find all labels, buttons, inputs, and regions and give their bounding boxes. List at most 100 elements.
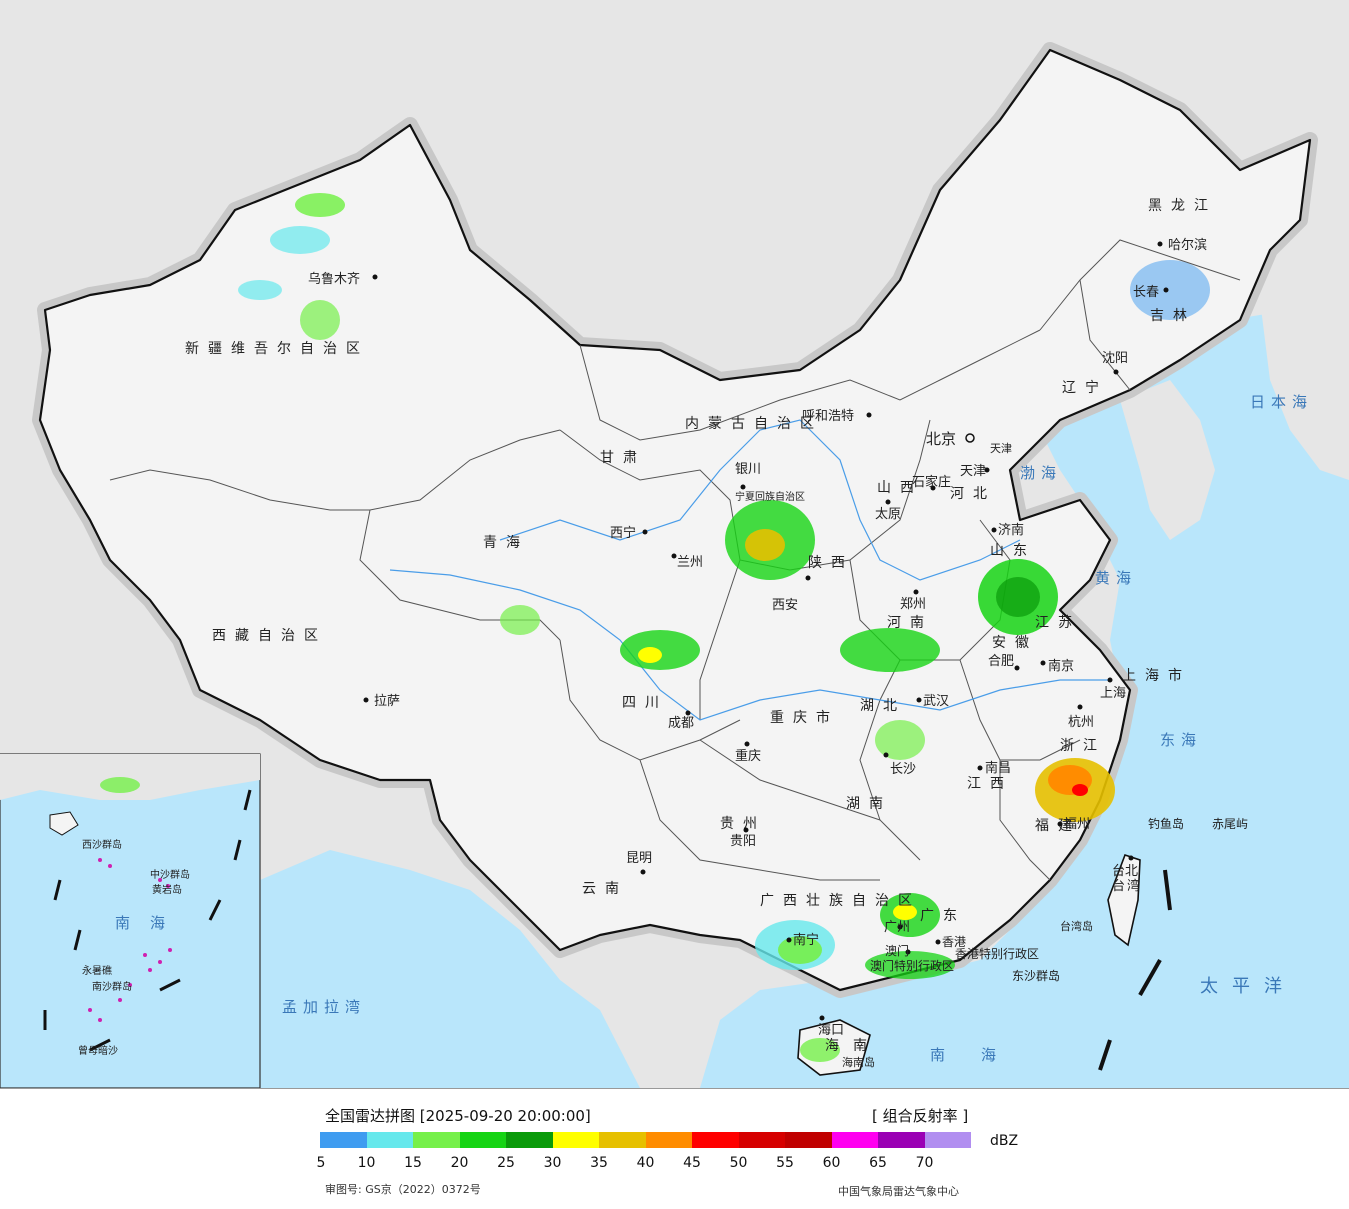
city-aomen: 澳门 <box>885 943 909 958</box>
city-hangzhou: 杭州 <box>1068 715 1094 730</box>
sea-huanghai: 黄海 <box>1095 569 1137 587</box>
province-hunan: 湖南 <box>846 796 892 812</box>
city-haikou: 海口 <box>818 1023 844 1038</box>
legend-swatch <box>831 1132 878 1148</box>
legend-swatch <box>366 1132 413 1148</box>
legend-swatch <box>878 1132 925 1148</box>
sea-labels: 渤海 黄海 东海 南海 日本海 太平洋 孟加拉湾 <box>282 393 1313 1064</box>
legend-tick-label: 20 <box>450 1155 469 1171</box>
legend-unit: dBZ <box>990 1133 1019 1149</box>
island-hainan: 海南岛 <box>842 1055 875 1069</box>
province-heilongjiang: 黑龙江 <box>1148 198 1217 214</box>
inset-zhongsha: 中沙群岛 <box>150 868 190 881</box>
city-zhengzhou: 郑州 <box>900 597 926 612</box>
province-hubei: 湖北 <box>860 698 906 714</box>
city-wulumuqi: 乌鲁木齐 <box>308 271 360 287</box>
legend-swatch <box>459 1132 506 1148</box>
legend-tick-label: 65 <box>869 1155 887 1171</box>
review-number: 审图号: GS京（2022）0372号 <box>325 1183 481 1196</box>
city-guiyang: 贵阳 <box>730 834 756 849</box>
city-haerbin: 哈尔滨 <box>1168 237 1207 253</box>
city-huhehaote: 呼和浩特 <box>802 409 854 424</box>
legend-tick-label: 50 <box>729 1155 748 1171</box>
city-xianggang: 香港 <box>942 935 966 949</box>
province-henan: 河南 <box>887 615 933 631</box>
city-nanchang: 南昌 <box>985 760 1011 776</box>
province-xinjiang: 新疆维吾尔自治区 <box>185 341 369 357</box>
legend-tick-label: 40 <box>636 1155 655 1171</box>
province-ningxia: 宁夏回族自治区 <box>735 490 805 503</box>
south-china-sea-inset: 西沙群岛 中沙群岛 黄岩岛 南沙群岛 永暑礁 曾母暗沙 南海 <box>0 753 261 1088</box>
taiwan-island <box>1107 853 1141 947</box>
maritime-boundary <box>1098 869 1172 1071</box>
island-diaoyu: 钓鱼岛 <box>1148 816 1184 831</box>
province-jiangxi: 江西 <box>967 776 1013 792</box>
province-jiangsu: 江苏 <box>1035 615 1081 631</box>
legend-product: [ 组合反射率 ] <box>872 1107 969 1125</box>
legend-tick-label: 35 <box>590 1155 608 1171</box>
sea-nanhai: 南海 <box>930 1046 1032 1064</box>
radar-echoes <box>238 193 1210 1062</box>
legend-tick-label: 55 <box>776 1155 794 1171</box>
legend-swatch <box>320 1132 367 1148</box>
province-anhui: 安徽 <box>992 635 1038 651</box>
legend-swatch <box>692 1132 739 1148</box>
city-lasa: 拉萨 <box>374 694 400 709</box>
province-liaoning: 辽宁 <box>1062 379 1108 396</box>
city-nanjing: 南京 <box>1048 658 1074 674</box>
legend-tick-label: 25 <box>497 1155 515 1171</box>
legend-tick-label: 15 <box>404 1155 422 1171</box>
province-sichuan: 四川 <box>622 695 668 711</box>
map-canvas: 新疆维吾尔自治区 西藏自治区 青海 甘肃 内蒙古自治区 黑龙江 吉林 辽宁 河北… <box>0 42 1349 1088</box>
province-qinghai: 青海 <box>483 535 529 551</box>
legend-title: 全国雷达拼图 [2025-09-20 20:00:00] <box>325 1107 591 1125</box>
province-borders <box>109 239 1241 881</box>
province-hebei: 河北 <box>950 486 996 502</box>
province-chongqing: 重庆市 <box>770 709 839 726</box>
sea-bohai: 渤海 <box>1020 464 1062 482</box>
legend-swatch <box>599 1132 646 1148</box>
province-guangxi: 广西壮族自治区 <box>760 893 921 909</box>
province-guangdong: 广东 <box>920 908 966 924</box>
sea-ribenhai: 日本海 <box>1250 393 1313 411</box>
rivers <box>389 419 1110 721</box>
legend-swatch <box>924 1132 971 1148</box>
city-taibei: 台北 <box>1112 864 1138 879</box>
korea-land <box>1120 380 1215 540</box>
province-jilin: 吉林 <box>1150 308 1196 324</box>
city-changchun: 长春 <box>1133 285 1159 300</box>
bay-of-bengal-region <box>260 850 640 1088</box>
city-hefei: 合肥 <box>988 654 1014 669</box>
province-shandong: 山东 <box>990 543 1036 559</box>
province-guizhou: 贵州 <box>720 816 766 832</box>
province-shanxi: 山西 <box>877 480 923 496</box>
inset-nansha: 南沙群岛 <box>92 980 132 993</box>
city-shijiazhuang: 石家庄 <box>912 474 951 490</box>
legend-color-bar <box>320 1132 971 1148</box>
legend-tick-label: 70 <box>915 1155 934 1171</box>
city-labels: 乌鲁木齐 拉萨 西宁 兰州 银川 呼和浩特 哈尔滨 长春 沈阳 北京 天津 石家… <box>308 237 1207 1038</box>
city-yinchuan: 银川 <box>735 462 761 477</box>
inset-yongshu: 永暑礁 <box>82 964 112 977</box>
inset-xisha: 西沙群岛 <box>82 838 122 851</box>
city-fuzhou: 福州 <box>1064 817 1090 832</box>
province-aomen: 澳门特别行政区 <box>870 958 954 973</box>
inset-zengmu: 曾母暗沙 <box>78 1044 118 1057</box>
city-chongqing: 重庆 <box>735 748 761 764</box>
legend-swatch <box>506 1132 553 1148</box>
city-shenyang: 沈阳 <box>1102 351 1128 366</box>
legend-tick-label: 45 <box>683 1155 701 1171</box>
inset-huangyan: 黄岩岛 <box>152 883 182 896</box>
city-xining: 西宁 <box>610 525 636 541</box>
legend-swatch <box>785 1132 832 1148</box>
city-wuhan: 武汉 <box>923 694 949 709</box>
legend-swatch <box>738 1132 785 1148</box>
city-jinan: 济南 <box>998 522 1024 538</box>
legend-tick-label: 10 <box>357 1155 376 1171</box>
legend-tick-label: 30 <box>543 1155 562 1171</box>
city-lanzhou: 兰州 <box>677 555 703 570</box>
city-tianjin: 天津 <box>960 464 986 479</box>
province-xizang: 西藏自治区 <box>212 628 327 644</box>
island-dongsha: 东沙群岛 <box>1012 968 1060 983</box>
legend-swatch <box>645 1132 692 1148</box>
